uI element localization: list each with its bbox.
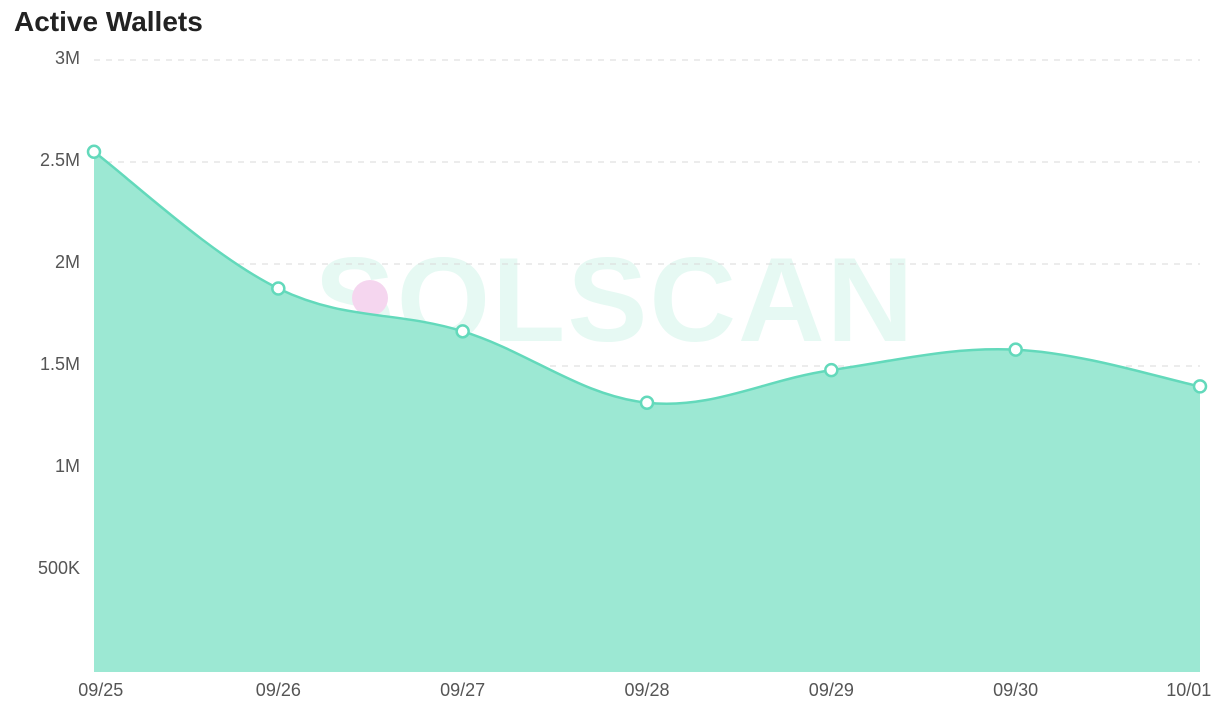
data-marker	[1010, 344, 1022, 356]
data-marker	[457, 325, 469, 337]
x-axis-label: 09/25	[78, 680, 123, 701]
y-axis-label: 3M	[55, 48, 80, 69]
x-axis-label: 09/26	[256, 680, 301, 701]
x-axis-label: 09/29	[809, 680, 854, 701]
x-axis-label: 09/27	[440, 680, 485, 701]
area-chart-svg	[0, 0, 1230, 720]
data-marker	[1194, 380, 1206, 392]
area-fill	[94, 152, 1200, 672]
chart-container: Active Wallets SOLSCAN 500K1M1.5M2M2.5M3…	[0, 0, 1230, 720]
x-axis-label: 09/28	[624, 680, 669, 701]
data-marker	[88, 146, 100, 158]
data-marker	[272, 282, 284, 294]
y-axis-label: 2.5M	[40, 150, 80, 171]
y-axis-label: 1.5M	[40, 354, 80, 375]
x-axis-label: 10/01	[1166, 680, 1211, 701]
y-axis-label: 500K	[38, 558, 80, 579]
y-axis-label: 1M	[55, 456, 80, 477]
data-marker	[825, 364, 837, 376]
x-axis-label: 09/30	[993, 680, 1038, 701]
data-marker	[641, 397, 653, 409]
y-axis-label: 2M	[55, 252, 80, 273]
